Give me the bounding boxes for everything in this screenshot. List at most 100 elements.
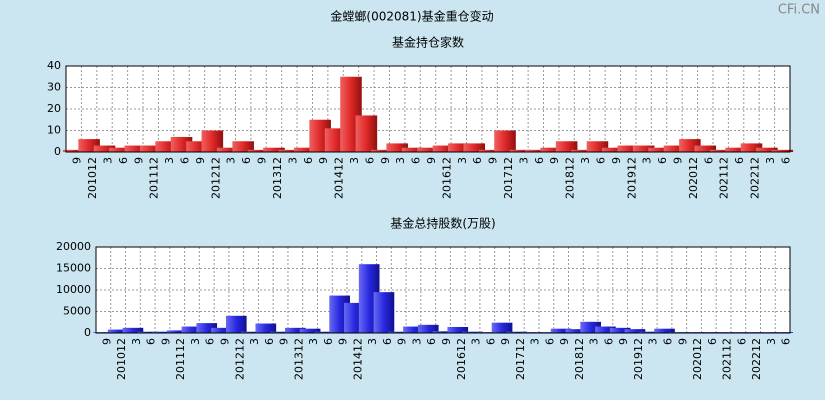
x-tick-label: 201212: [233, 338, 246, 380]
x-tick-label: 201012: [86, 157, 99, 199]
chart-title: 基金持仓家数: [392, 35, 464, 50]
x-tick-label: 6: [533, 157, 546, 164]
x-tick-label: 3: [647, 338, 660, 345]
x-tick-label: 201712: [502, 157, 515, 199]
bar: [388, 331, 410, 333]
x-tick-label: 9: [100, 338, 113, 345]
bar: [247, 149, 270, 152]
x-tick-label: 6: [602, 338, 615, 345]
x-tick-label: 3: [225, 157, 238, 164]
x-tick-label: 3: [470, 338, 483, 345]
x-tick-label: 201112: [174, 338, 187, 380]
x-tick-label: 6: [735, 338, 748, 345]
x-tick-label: 3: [248, 338, 261, 345]
x-tick-label: 9: [132, 157, 145, 164]
y-tick-label: 20: [47, 102, 61, 115]
y-tick-label: 10000: [56, 283, 91, 296]
x-tick-label: 3: [286, 157, 299, 164]
x-tick-label: 9: [558, 338, 571, 345]
x-tick-label: 3: [456, 157, 469, 164]
bar: [506, 331, 528, 333]
plot-border: [95, 246, 791, 334]
bar: [263, 147, 285, 152]
bar: [740, 143, 763, 152]
bar: [137, 331, 159, 333]
x-tick-label: 6: [263, 338, 276, 345]
x-tick-label: 6: [179, 157, 192, 164]
bar: [571, 149, 593, 152]
bar: [293, 147, 316, 152]
x-tick-label: 6: [656, 157, 669, 164]
x-tick-label: 6: [410, 157, 423, 164]
bar: [181, 326, 203, 333]
x-tick-label: 201612: [455, 338, 468, 380]
x-tick-label: 201312: [271, 157, 284, 199]
x-tick-label: 3: [764, 157, 777, 164]
x-tick-label: 6: [661, 338, 674, 345]
bar: [211, 327, 232, 333]
x-tick-label: 9: [278, 338, 291, 345]
chart-title: 基金总持股数(万股): [390, 216, 495, 231]
x-tick-label: 6: [322, 338, 335, 345]
bar: [771, 149, 794, 152]
bar: [654, 328, 675, 333]
bar: [432, 145, 455, 152]
x-tick-label: 6: [779, 157, 792, 164]
x-tick-label: 202012: [687, 157, 700, 199]
x-tick-label: 3: [366, 338, 379, 345]
bar: [124, 145, 147, 152]
x-tick-label: 201612: [440, 157, 453, 199]
x-tick-label: 201112: [148, 157, 161, 199]
bar: [417, 147, 439, 152]
x-tick-label: 201412: [351, 338, 364, 380]
main-title: 金螳螂(002081)基金重仓变动: [330, 9, 493, 24]
x-tick-label: 9: [194, 157, 207, 164]
x-tick-label: 6: [425, 338, 438, 345]
bar: [240, 331, 262, 333]
x-tick-label: 9: [71, 157, 84, 164]
bar: [201, 130, 224, 152]
x-tick-label: 9: [440, 338, 453, 345]
bar: [448, 143, 470, 152]
bar: [216, 147, 239, 152]
bar: [417, 324, 439, 333]
x-tick-label: 201412: [333, 157, 346, 199]
x-tick-label: 9: [548, 157, 561, 164]
x-tick-label: 3: [588, 338, 601, 345]
bar: [709, 149, 732, 152]
bar: [565, 329, 587, 333]
x-tick-label: 3: [163, 157, 176, 164]
bar: [355, 115, 378, 152]
x-tick-label: 9: [256, 157, 269, 164]
y-tick-label: 40: [47, 59, 61, 72]
plot-border: [65, 65, 791, 153]
bar: [371, 149, 393, 152]
x-tick-label: 6: [240, 157, 253, 164]
x-tick-label: 201912: [632, 338, 645, 380]
bar: [602, 147, 624, 152]
plot-area: [95, 246, 791, 334]
x-tick-label: 6: [302, 157, 315, 164]
bar: [756, 147, 778, 152]
bar: [447, 326, 469, 333]
y-tick-label: 10: [47, 124, 61, 137]
y-tick-label: 30: [47, 81, 61, 94]
x-tick-label: 9: [610, 157, 623, 164]
bar: [509, 149, 532, 152]
bar: [586, 141, 609, 152]
y-tick-label: 20000: [56, 240, 91, 253]
x-tick-label: 3: [410, 338, 423, 345]
bar: [196, 323, 218, 333]
bar: [580, 321, 601, 333]
bar: [278, 149, 301, 152]
bar: [122, 327, 144, 333]
x-tick-label: 6: [702, 157, 715, 164]
x-tick-label: 202012: [691, 338, 704, 380]
y-tick-label: 5000: [63, 305, 91, 318]
x-tick-label: 201812: [564, 157, 577, 199]
x-tick-label: 9: [425, 157, 438, 164]
bar: [255, 323, 277, 333]
y-tick-label: 0: [54, 145, 61, 158]
